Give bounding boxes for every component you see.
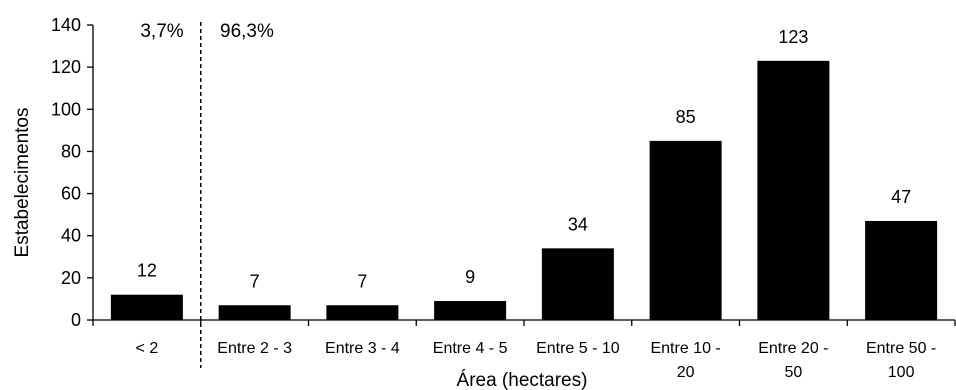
y-tick-label: 0 bbox=[71, 310, 81, 330]
category-label: Entre 2 - 3 bbox=[217, 340, 292, 357]
category-label: Entre 3 - 4 bbox=[325, 340, 400, 357]
y-tick-label: 120 bbox=[51, 57, 81, 77]
bar bbox=[541, 248, 614, 320]
category-label: 100 bbox=[888, 364, 915, 381]
bar bbox=[757, 60, 830, 320]
y-axis-title: Estabelecimentos bbox=[12, 108, 33, 258]
bars bbox=[110, 60, 938, 320]
bar-value-label: 85 bbox=[676, 107, 696, 127]
annotation-left-percent: 3,7% bbox=[140, 21, 183, 42]
category-labels: < 2 Entre 2 - 3 Entre 3 - 4 Entre 4 - 5 Entr… bbox=[136, 340, 937, 381]
bar-value-labels: 12 7 7 9 34 85 123 47 bbox=[137, 27, 911, 291]
bar-value-label: 12 bbox=[137, 261, 157, 281]
bar-value-label: 9 bbox=[465, 267, 475, 287]
y-tick-label: 40 bbox=[61, 226, 81, 246]
bar bbox=[649, 140, 722, 320]
bar-value-label: 47 bbox=[891, 187, 911, 207]
category-label: 50 bbox=[784, 364, 802, 381]
category-label: 20 bbox=[677, 364, 695, 381]
y-axis: 0 20 40 60 80 100 120 140 bbox=[51, 15, 94, 330]
y-tick-label: 140 bbox=[51, 15, 81, 35]
annotation-right-percent: 96,3% bbox=[220, 21, 274, 42]
category-label: Entre 5 - 10 bbox=[536, 340, 620, 357]
y-tick-label: 80 bbox=[61, 141, 81, 161]
bar bbox=[865, 220, 938, 320]
bar-value-label: 34 bbox=[568, 214, 588, 234]
category-label: < 2 bbox=[136, 340, 159, 357]
x-axis bbox=[92, 319, 956, 326]
y-tick-label: 20 bbox=[61, 268, 81, 288]
category-label: Entre 20 - bbox=[758, 340, 828, 357]
y-tick-label: 60 bbox=[61, 184, 81, 204]
bar bbox=[110, 294, 183, 320]
bar-value-label: 7 bbox=[250, 271, 260, 291]
bar bbox=[326, 305, 399, 320]
bar bbox=[434, 301, 507, 320]
category-label: Entre 10 - bbox=[650, 340, 720, 357]
bar-value-label: 7 bbox=[357, 271, 367, 291]
bar bbox=[218, 305, 291, 320]
category-label: Entre 4 - 5 bbox=[433, 340, 508, 357]
bar-value-label: 123 bbox=[778, 27, 808, 47]
category-label: Entre 50 - bbox=[866, 340, 936, 357]
y-tick-label: 100 bbox=[51, 99, 81, 119]
x-axis-title: Área (hectares) bbox=[457, 370, 588, 390]
